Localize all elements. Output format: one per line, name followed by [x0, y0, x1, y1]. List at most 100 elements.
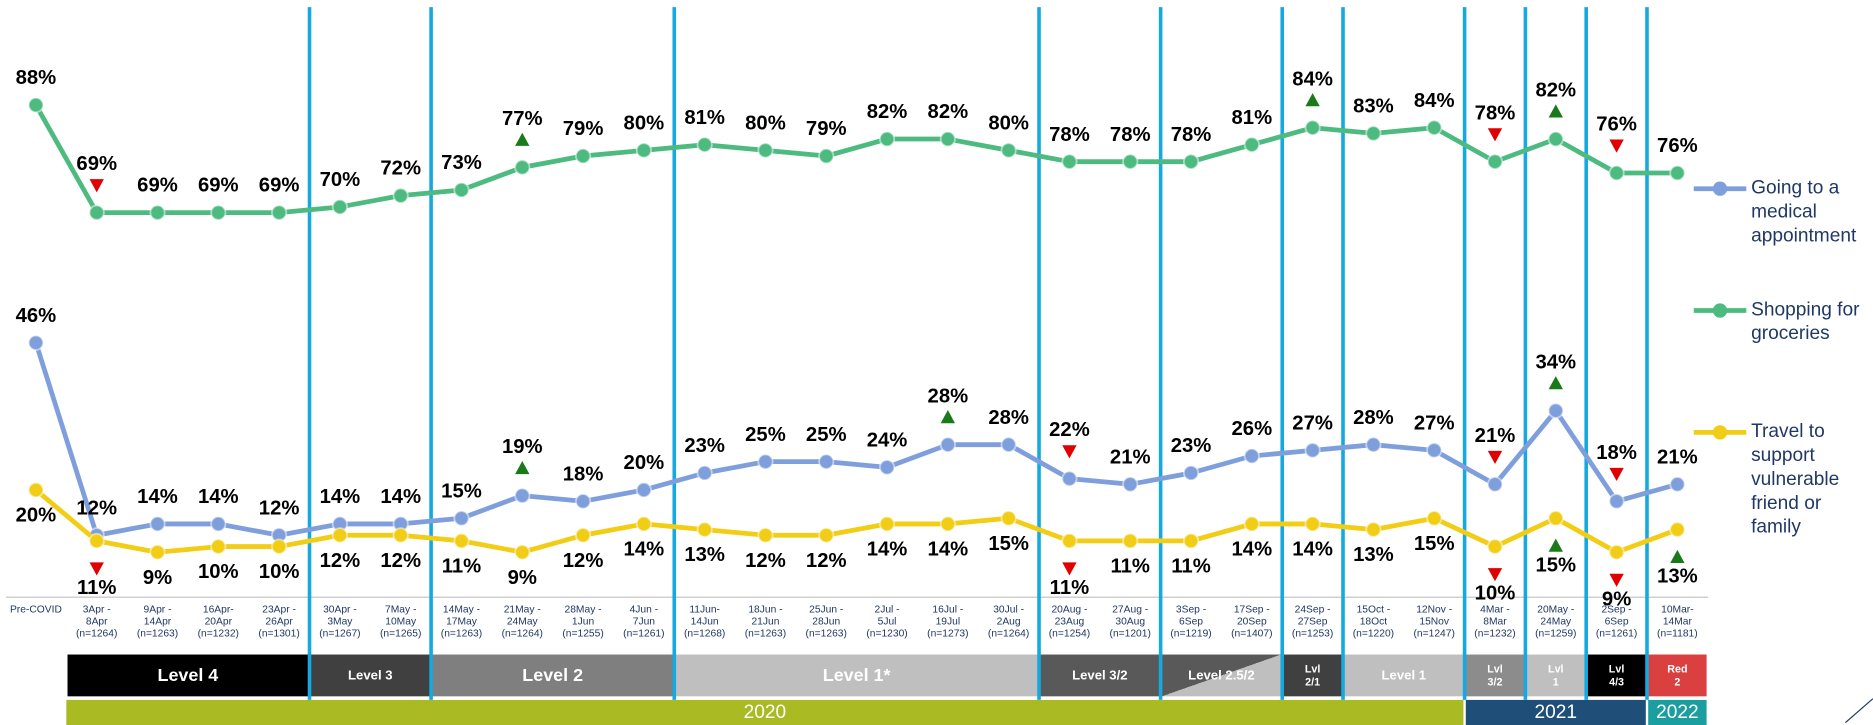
data-point	[1122, 532, 1139, 549]
x-tick-label: 4Jun - 7Jun (n=1261)	[623, 603, 665, 640]
x-tick-label-box: 16Jul - 19Jul (n=1273)	[927, 603, 969, 640]
plot: Level 4 Level 3 Level 2 Level 1* Level 3/2 Le…	[10, 7, 1860, 725]
data-label: 70%	[320, 169, 361, 191]
data-label: 23%	[684, 435, 725, 457]
level-band	[1648, 654, 1707, 697]
level-label-box: Level 1*	[823, 665, 891, 685]
significance-down	[1609, 139, 1624, 153]
data-point	[939, 436, 956, 453]
data-label: 72%	[380, 158, 421, 180]
data-label: 12%	[745, 550, 786, 572]
legend-label-box: Shopping for groceries	[1751, 299, 1860, 344]
data-label: 27%	[1292, 412, 1333, 434]
level-label-box: Lvl 3/2	[1487, 662, 1503, 687]
level-label: Lvl 1	[1548, 662, 1564, 688]
series-line	[33, 103, 1678, 216]
legend-marker	[1712, 425, 1728, 440]
data-label: 12%	[380, 550, 421, 572]
x-tick-label: 16Jul - 19Jul (n=1273)	[927, 603, 969, 640]
x-tick-label: 15Oct - 18Oct (n=1220)	[1352, 603, 1395, 640]
data-point	[149, 515, 166, 532]
x-tick-label: 30Apr - 3May (n=1267)	[319, 603, 361, 640]
x-tick-label-box: 14May - 17May (n=1263)	[441, 603, 482, 639]
data-point	[1061, 532, 1078, 549]
data-label: 23%	[1171, 435, 1212, 457]
x-tick-label-box: 4Jun - 7Jun (n=1261)	[623, 603, 665, 640]
level-label: Level 3/2	[1072, 668, 1128, 683]
data-point	[149, 204, 166, 221]
data-point	[1426, 510, 1443, 527]
x-tick-label: 12Nov - 15Nov (n=1247)	[1413, 603, 1455, 640]
data-point	[878, 459, 896, 476]
data-point	[271, 538, 288, 555]
data-label: 76%	[1596, 114, 1637, 136]
level-label-box: Lvl 1	[1548, 662, 1564, 688]
data-point	[575, 493, 592, 510]
legend-label: Shopping for groceries	[1751, 299, 1860, 344]
data-point	[757, 453, 774, 470]
data-point	[514, 159, 531, 176]
significance-up	[1548, 376, 1563, 390]
level-label-box: Red 2	[1667, 662, 1687, 687]
level-label: Level 4	[157, 664, 219, 685]
data-point	[88, 532, 105, 549]
data-label: 11%	[1171, 556, 1211, 578]
legend-label: Travel to support vulnerable friend or f…	[1751, 421, 1840, 538]
data-point	[1486, 153, 1504, 170]
data-point	[331, 198, 348, 216]
data-point	[818, 527, 835, 544]
level-label: Level 2	[522, 664, 584, 685]
x-tick-label-box: 11Jun- 14Jun (n=1268)	[684, 603, 725, 639]
x-tick-label-box: 18Jun - 21Jun (n=1263)	[745, 603, 786, 639]
data-label: 11%	[1110, 556, 1150, 578]
level-label-box: Level 2.5/2	[1188, 668, 1254, 682]
data-point	[1182, 532, 1200, 549]
data-point	[1669, 476, 1686, 493]
data-point	[1486, 476, 1504, 493]
data-point	[210, 538, 227, 555]
data-point	[939, 515, 956, 532]
x-tick-label-box: 12Nov - 15Nov (n=1247)	[1413, 603, 1455, 640]
x-tick-label-box: 4Mar - 8Mar (n=1232)	[1474, 603, 1516, 640]
level-label-box: Lvl 4/3	[1609, 662, 1625, 687]
x-tick-label: 27Aug - 30Aug (n=1201)	[1109, 603, 1151, 640]
data-point	[635, 515, 652, 532]
x-tick-label: 30Jul - 2Aug (n=1264)	[987, 603, 1030, 640]
data-point	[453, 181, 470, 199]
x-tick-label-box: 17Sep - 20Sep (n=1407)	[1231, 603, 1272, 639]
data-point	[1243, 447, 1260, 465]
significance-down	[1487, 128, 1503, 142]
x-tick-label: 9Apr - 14Apr (n=1263)	[136, 603, 179, 640]
x-tick-label: 2Jul - 5Jul (n=1230)	[866, 603, 908, 640]
significance-down	[1487, 450, 1503, 465]
legend-marker	[1712, 181, 1728, 196]
level-band	[675, 654, 1038, 697]
year-label: 2021	[1534, 701, 1578, 723]
data-label: 82%	[867, 101, 908, 123]
data-point	[1304, 515, 1321, 532]
data-label: 69%	[259, 175, 300, 197]
data-label: 10%	[259, 561, 300, 583]
data-label: 14%	[1232, 539, 1273, 561]
level-band	[67, 654, 309, 697]
data-point	[1122, 153, 1139, 170]
data-point	[1608, 544, 1625, 561]
data-point	[149, 544, 166, 561]
x-tick-label: 24Sep - 27Sep (n=1253)	[1291, 603, 1334, 640]
x-tick-label: 23Apr - 26Apr (n=1301)	[258, 603, 300, 640]
data-point	[696, 521, 713, 538]
x-tick-label-box: 30Jul - 2Aug (n=1264)	[987, 603, 1030, 640]
x-tick-label: 4Mar - 8Mar (n=1232)	[1474, 603, 1516, 640]
level-label-box: Level 1	[1382, 668, 1427, 682]
data-label: 26%	[1232, 418, 1273, 440]
data-point	[757, 142, 774, 159]
significance-up	[940, 410, 956, 424]
level-label: Level 3	[347, 668, 393, 683]
data-point	[939, 130, 956, 148]
data-point	[1182, 153, 1200, 170]
data-label: 24%	[867, 429, 908, 451]
level-band	[432, 654, 674, 697]
data-point	[210, 515, 227, 532]
